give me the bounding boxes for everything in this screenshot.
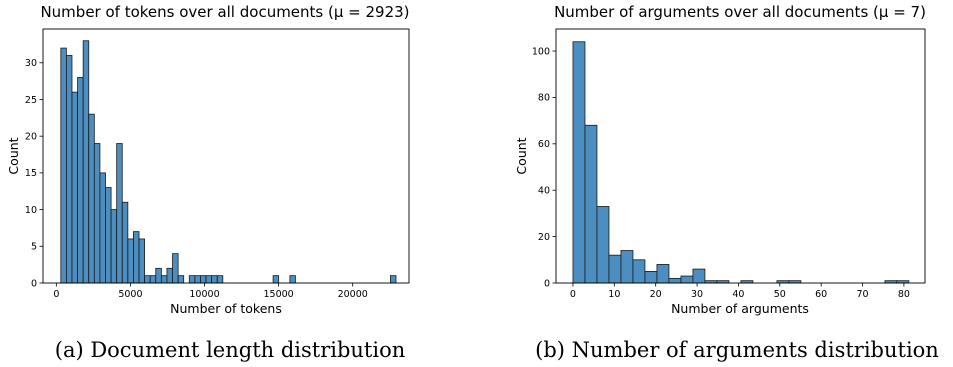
chart-a-x-tick-label: 20000	[338, 289, 368, 300]
chart-a-x-tick-label: 10000	[189, 289, 219, 300]
chart-a-bar	[93, 143, 101, 284]
chart-b-x-tick-label: 50	[774, 289, 786, 300]
chart-a-bar	[390, 275, 397, 284]
chart-b-y-tick-label: 100	[532, 46, 550, 57]
chart-a-bar	[205, 275, 213, 284]
chart-a-bar	[82, 40, 90, 284]
chart-a-bar	[138, 238, 146, 284]
chart-b-bar	[584, 124, 598, 284]
chart-a-bar	[88, 113, 95, 284]
chart-b-bar	[620, 250, 634, 284]
chart-a-bars	[60, 40, 397, 284]
chart-a-bar	[149, 275, 157, 284]
chart-a-y-tick-label: 0	[31, 278, 37, 289]
chart-a-x-tick-label: 0	[53, 289, 59, 300]
chart-a-x-tick-label: 15000	[263, 289, 293, 300]
chart-b-bar	[596, 206, 610, 284]
chart-a-y-ticks: 0 5 10 15 20 25 30	[25, 58, 43, 289]
chart-a-bar	[65, 55, 73, 284]
chart-b-x-tick-label: 30	[691, 289, 703, 300]
chart-a-y-tick-label: 10	[25, 205, 37, 216]
chart-a-y-label: Count	[6, 137, 21, 174]
chart-a-bar	[200, 275, 207, 284]
chart-a-bar	[216, 275, 224, 284]
chart-a-bar	[121, 201, 129, 284]
chart-b-x-tick-label: 20	[650, 289, 662, 300]
chart-b-x-tick-label: 10	[608, 289, 620, 300]
chart-a-bar	[99, 172, 106, 284]
chart-b-title: Number of arguments over all documents (…	[554, 3, 926, 21]
chart-a-y-tick-label: 5	[31, 242, 37, 253]
chart-a-x-ticks: 0 5000 10000 15000 20000	[53, 283, 368, 300]
chart-b-y-tick-label: 60	[538, 139, 550, 150]
chart-b-plot-frame	[555, 28, 926, 284]
chart-a-bar	[177, 275, 185, 284]
chart-b-bar	[644, 271, 658, 284]
chart-b-x-tick-label: 70	[856, 289, 868, 300]
chart-a-bar	[105, 187, 112, 284]
chart-b-bars	[572, 41, 910, 284]
chart-b-y-tick-label: 0	[544, 278, 550, 289]
chart-b-x-tick-label: 0	[570, 289, 576, 300]
chart-b-bar	[692, 268, 706, 284]
chart-a-y-tick-label: 25	[25, 95, 37, 106]
chart-b-x-tick-label: 60	[815, 289, 827, 300]
chart-a-x-tick-label: 5000	[118, 289, 142, 300]
chart-b-x-tick-label: 40	[732, 289, 744, 300]
chart-b-bar	[656, 264, 670, 284]
chart-b-x-label: Number of arguments	[671, 301, 809, 316]
chart-a-title: Number of tokens over all documents (μ =…	[40, 3, 409, 21]
chart-b-y-tick-label: 20	[538, 232, 550, 243]
chart-b-caption: (b) Number of arguments distribution	[535, 338, 939, 362]
chart-a-y-tick-label: 20	[25, 131, 37, 142]
chart-a-y-tick-label: 30	[25, 58, 37, 69]
chart-b-bar	[632, 259, 646, 284]
chart-a-bar	[155, 267, 162, 284]
chart-a-bar	[144, 275, 151, 284]
chart-a-bar	[77, 77, 84, 284]
chart-b-bar	[680, 275, 694, 284]
chart-a-bar	[127, 238, 134, 284]
chart-a-bar	[289, 275, 296, 284]
chart-b-y-tick-label: 80	[538, 93, 550, 104]
chart-b-bar	[668, 277, 682, 284]
chart-a-bar	[71, 91, 78, 284]
chart-b-bar	[608, 254, 622, 284]
chart-a-bar	[188, 275, 196, 284]
chart-a-y-tick-label: 15	[25, 168, 37, 179]
chart-a-bar	[194, 275, 201, 284]
chart-a-bar	[60, 47, 67, 284]
chart-a-bar	[172, 253, 179, 284]
chart-a-bar	[110, 209, 118, 284]
chart-b-x-ticks: 0 10 20 30 40 50 60 70 80	[570, 283, 910, 300]
chart-a-plot-frame	[42, 28, 410, 284]
chart-a-caption: (a) Document length distribution	[55, 338, 406, 362]
chart-a-bar	[272, 275, 280, 284]
chart-a-bar	[160, 275, 168, 284]
chart-b-x-tick-label: 80	[898, 289, 910, 300]
chart-b-y-tick-label: 40	[538, 186, 550, 197]
chart-b: Number of arguments over all documents (…	[514, 3, 939, 362]
chart-a-x-label: Number of tokens	[170, 301, 282, 316]
chart-b-y-label: Count	[514, 137, 529, 174]
chart-b-y-ticks: 0 20 40 60 80 100	[532, 46, 556, 289]
chart-a-bar	[116, 143, 123, 284]
chart-a-bar	[133, 231, 140, 284]
chart-a-bar	[166, 267, 173, 284]
chart-b-bar	[572, 41, 586, 284]
chart-a-bar	[211, 275, 218, 284]
chart-a: Number of tokens over all documents (μ =…	[6, 3, 410, 362]
